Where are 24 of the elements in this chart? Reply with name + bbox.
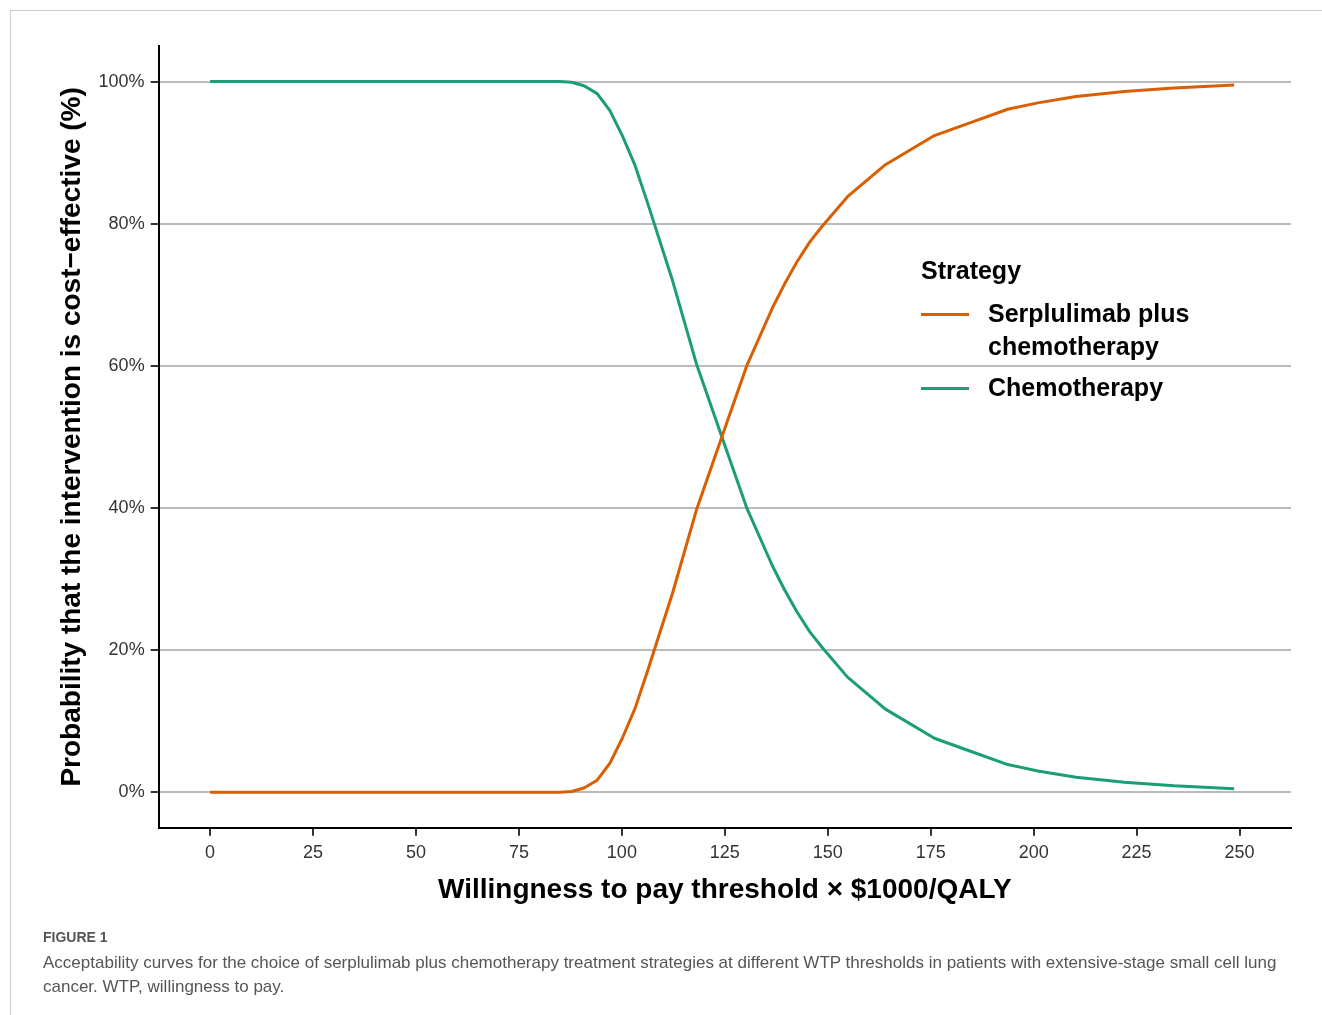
y-tick-label: 0% [118,781,145,802]
x-tick-label: 225 [1121,841,1152,862]
x-tick-label: 25 [303,841,324,862]
x-tick-label: 150 [812,841,843,862]
y-tick-label: 20% [108,639,145,660]
caption: FIGURE 1 [43,929,108,945]
y-tick-label: 60% [108,354,145,375]
y-tick-label: 100% [98,70,145,91]
legend-title: Strategy [921,256,1023,285]
x-tick-label: 250 [1224,841,1255,862]
x-tick-label: 200 [1018,841,1049,862]
x-tick-label: 125 [709,841,740,862]
x-tick-label: 75 [508,841,529,862]
x-tick-label: 100 [606,841,637,862]
legend-label: Serplulimab plus chemotherapy [988,298,1191,362]
y-tick-label: 80% [108,212,145,233]
x-tick-label: 0 [205,841,216,862]
text: Acceptability curves for the choice of serplulimab plus chemotherapy treatment strategies at different WTP thresholds in patients with extensive-stage small cell lung cancer. WTP, willingness to pay. [43,952,1278,998]
y-tick-label: 40% [108,496,145,517]
x-tick-label: 50 [405,841,427,862]
y-axis-title: Probability that the intervention is cost−effective (%) [54,87,86,787]
x-tick-label: 175 [915,841,946,862]
x-axis-title: Willingness to pay threshold × $1000/QALY [437,872,1012,904]
legend-label: Chemotherapy [988,372,1165,403]
